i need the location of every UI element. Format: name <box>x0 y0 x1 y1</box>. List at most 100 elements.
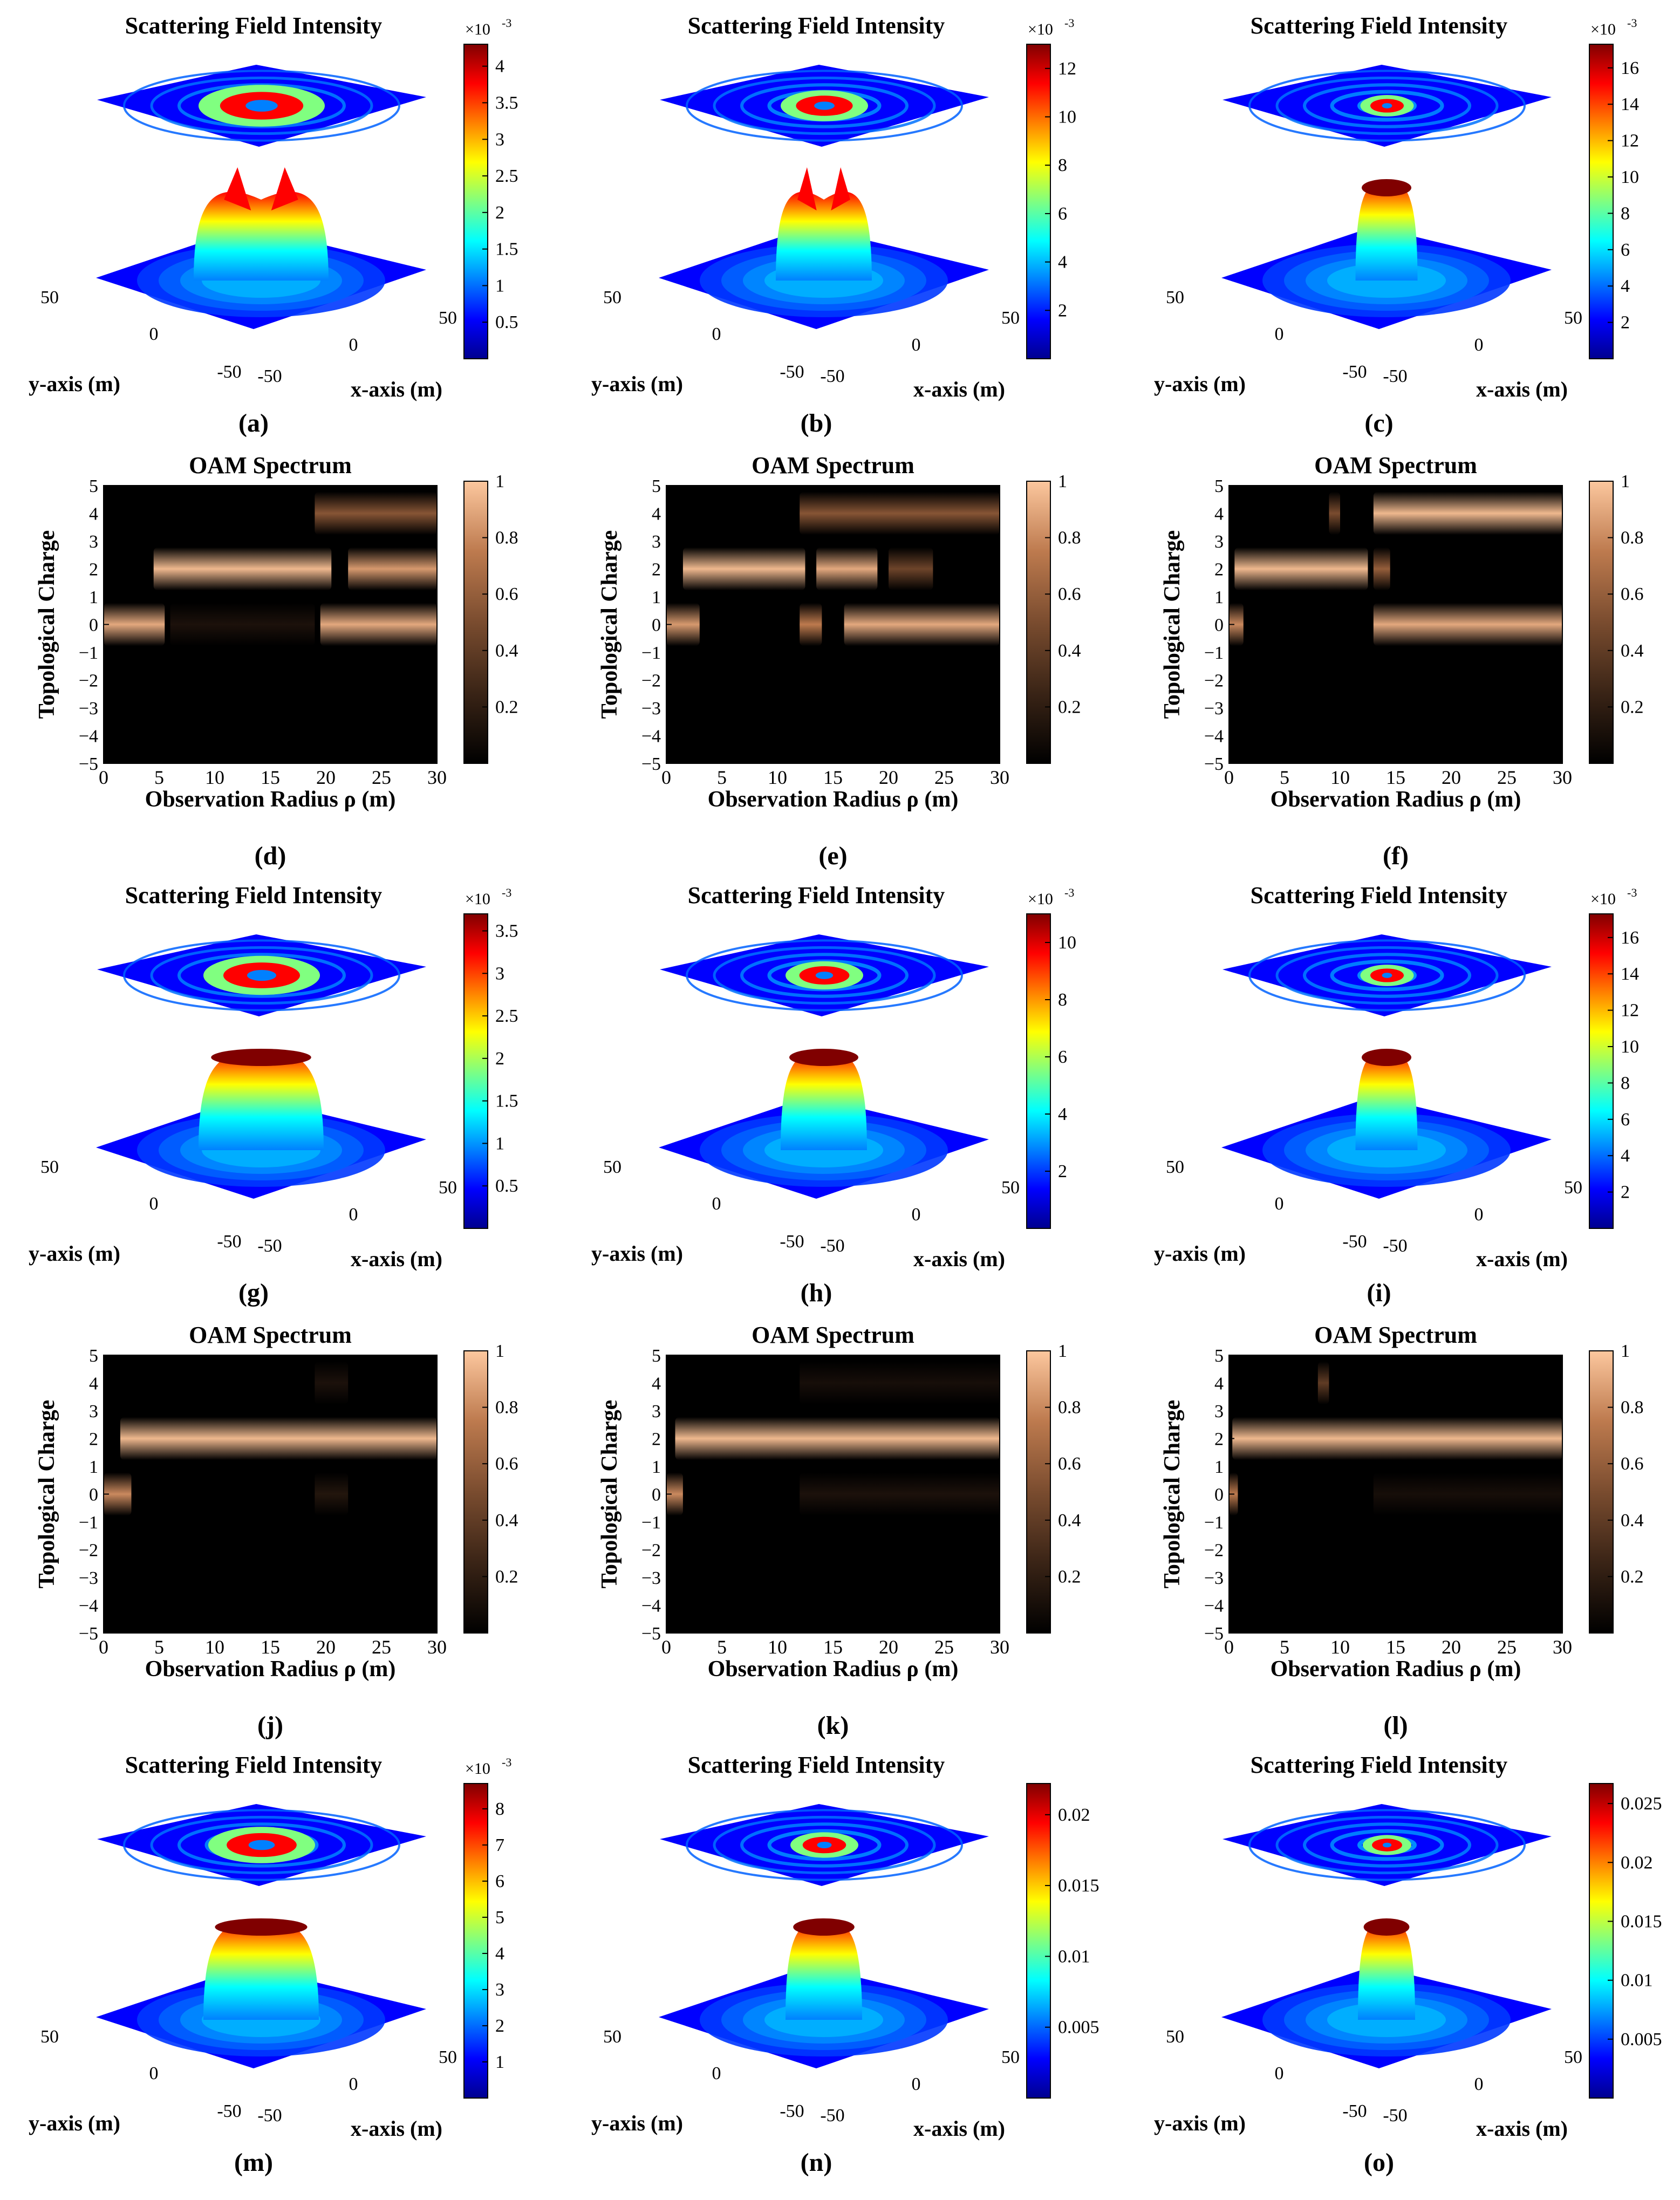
surface-peak-lobe <box>797 167 817 210</box>
y-tick-label: 1 <box>652 587 661 607</box>
x-tick-label: -50 <box>257 2106 282 2126</box>
heatmap-band-segment <box>104 1472 132 1516</box>
heatmap-band-segment <box>800 1472 1000 1516</box>
surface-panel-n: Scattering Field Intensity 50 0 -50 -50 0 50 y-… <box>591 1752 1099 2177</box>
surface-peak-rim <box>793 1918 855 1936</box>
y-tick-label: 4 <box>1214 504 1224 524</box>
panel-title: Scattering Field Intensity <box>125 882 383 908</box>
colorbar-tick-label: 6 <box>495 1871 504 1891</box>
colorbar-tick-label: 6 <box>1621 1110 1630 1130</box>
heatmap-band-segment <box>889 547 933 591</box>
x-tick-label: 20 <box>879 1636 898 1658</box>
y-tick-label: 0 <box>652 1485 661 1505</box>
x-axis-label: Observation Radius ρ (m) <box>145 787 396 812</box>
surface-peak-lobe <box>271 167 298 210</box>
y-tick-label: 4 <box>652 1374 661 1394</box>
x-tick-label: 50 <box>1001 1178 1020 1198</box>
x-tick-label: 0 <box>349 335 358 355</box>
surface-peak-rim <box>215 1918 308 1936</box>
y-tick-label: −1 <box>1204 643 1224 663</box>
colorbar-tick-label: 12 <box>1621 131 1639 151</box>
projection-side-ring <box>686 1809 963 1881</box>
panel-label: (l) <box>1383 1711 1408 1740</box>
y-tick-label: -50 <box>217 362 241 382</box>
heatmap-band-segment <box>1373 603 1562 646</box>
colorbar-exponent-power: -3 <box>1064 886 1074 899</box>
colorbar-exponent-power: -3 <box>502 16 511 30</box>
panel-label: (d) <box>255 842 286 870</box>
colorbar-tick-label: 14 <box>1621 94 1639 114</box>
colorbar <box>463 481 488 764</box>
y-tick-label: 50 <box>1166 288 1184 308</box>
y-tick-label: 0 <box>1275 2064 1284 2083</box>
projection-side-ring <box>177 1822 346 1868</box>
projection-side-ring <box>713 76 936 135</box>
panel-title: OAM Spectrum <box>189 452 352 479</box>
y-tick-label: 3 <box>89 532 98 552</box>
x-tick-label: 0 <box>349 1205 358 1225</box>
x-tick-label: 10 <box>1330 1636 1350 1658</box>
y-tick-label: 50 <box>1166 1157 1184 1177</box>
y-tick-label: 50 <box>603 2027 622 2047</box>
y-tick-label: 50 <box>40 288 59 308</box>
y-axis-label: y-axis (m) <box>1154 2111 1246 2135</box>
projection-ring-center <box>815 972 834 979</box>
y-tick-label: 4 <box>89 1374 98 1394</box>
x-tick-label: -50 <box>1383 2106 1407 2126</box>
x-axis-label: x-axis (m) <box>351 377 442 401</box>
x-axis-label: Observation Radius ρ (m) <box>145 1657 396 1682</box>
x-axis-label: x-axis (m) <box>913 2116 1005 2141</box>
y-tick-label: 1 <box>1214 587 1224 607</box>
heatmap-band-segment <box>666 603 700 646</box>
colorbar-tick-label: 8 <box>1058 990 1067 1010</box>
colorbar-tick-label: 1 <box>1058 1341 1067 1361</box>
y-tick-label: -50 <box>1342 1232 1367 1252</box>
colorbar-tick-label: 2 <box>495 1049 504 1069</box>
x-tick-label: 0 <box>1474 2074 1484 2094</box>
projection-side-ring <box>740 1822 909 1868</box>
panel-label: (a) <box>238 409 269 438</box>
colorbar-tick-label: 2.5 <box>495 1006 518 1026</box>
y-axis-label: Topological Charge <box>35 530 59 719</box>
heatmap-panel-d: OAM Spectrum 0 5 10 15 20 25 30 −5 −4 −3 −2 −1 0 1 2 3 4 5… <box>35 452 518 870</box>
y-tick-label: 50 <box>40 2027 59 2047</box>
y-tick-label: −2 <box>1204 671 1224 691</box>
heatmap-band-segment <box>1373 1472 1562 1516</box>
colorbar-tick-label: 2 <box>495 203 504 223</box>
colorbar-tick-label: 8 <box>1621 203 1630 223</box>
y-tick-label: 3 <box>652 532 661 552</box>
heatmap-panel-e: OAM Spectrum 0 5 10 15 20 25 30 −5 −4 −3 −2 −1 0 1 2 3 4 5… <box>597 452 1081 870</box>
y-tick-label: 50 <box>603 1157 622 1177</box>
x-tick-label: 25 <box>1497 767 1517 788</box>
colorbar-tick-label: 0.2 <box>1621 697 1644 717</box>
heatmap-panel-k: OAM Spectrum 0 5 10 15 20 25 30 −5 −4 −3 −2 −1 0 1 2 3 4 5… <box>597 1322 1081 1740</box>
projection-side-ring <box>1303 953 1471 998</box>
y-tick-label: -50 <box>780 362 804 382</box>
projection-ring-center <box>248 1840 275 1850</box>
x-tick-label: 0 <box>1224 1636 1234 1658</box>
colorbar-tick-label: 12 <box>1058 59 1076 79</box>
heatmap-band-segment <box>315 1361 349 1405</box>
y-tick-label: 3 <box>652 1402 661 1422</box>
x-tick-label: 10 <box>205 1636 224 1658</box>
x-tick-label: -50 <box>1383 366 1407 386</box>
colorbar-tick-label: 16 <box>1621 58 1639 78</box>
panel-label: (n) <box>801 2148 832 2177</box>
surface-main-peak <box>1355 1051 1418 1150</box>
heatmap-band-segment <box>1232 1417 1562 1460</box>
x-tick-label: 5 <box>717 1636 727 1658</box>
y-tick-label: −4 <box>1204 1596 1224 1616</box>
x-tick-label: 15 <box>1386 1636 1405 1658</box>
y-tick-label: 50 <box>603 288 622 308</box>
projection-side-ring <box>1330 1829 1444 1861</box>
colorbar-tick-label: 1 <box>495 1133 504 1153</box>
x-tick-label: 0 <box>349 2074 358 2094</box>
y-tick-label: −2 <box>1204 1541 1224 1561</box>
panel-title: Scattering Field Intensity <box>688 1752 945 1778</box>
surface-peak-rim <box>1363 1918 1410 1936</box>
panel-title: OAM Spectrum <box>752 452 914 479</box>
y-tick-label: −1 <box>79 1513 98 1533</box>
projection-side-ring <box>686 939 963 1012</box>
x-tick-label: 5 <box>154 1636 164 1658</box>
x-axis-label: Observation Radius ρ (m) <box>1271 787 1521 812</box>
